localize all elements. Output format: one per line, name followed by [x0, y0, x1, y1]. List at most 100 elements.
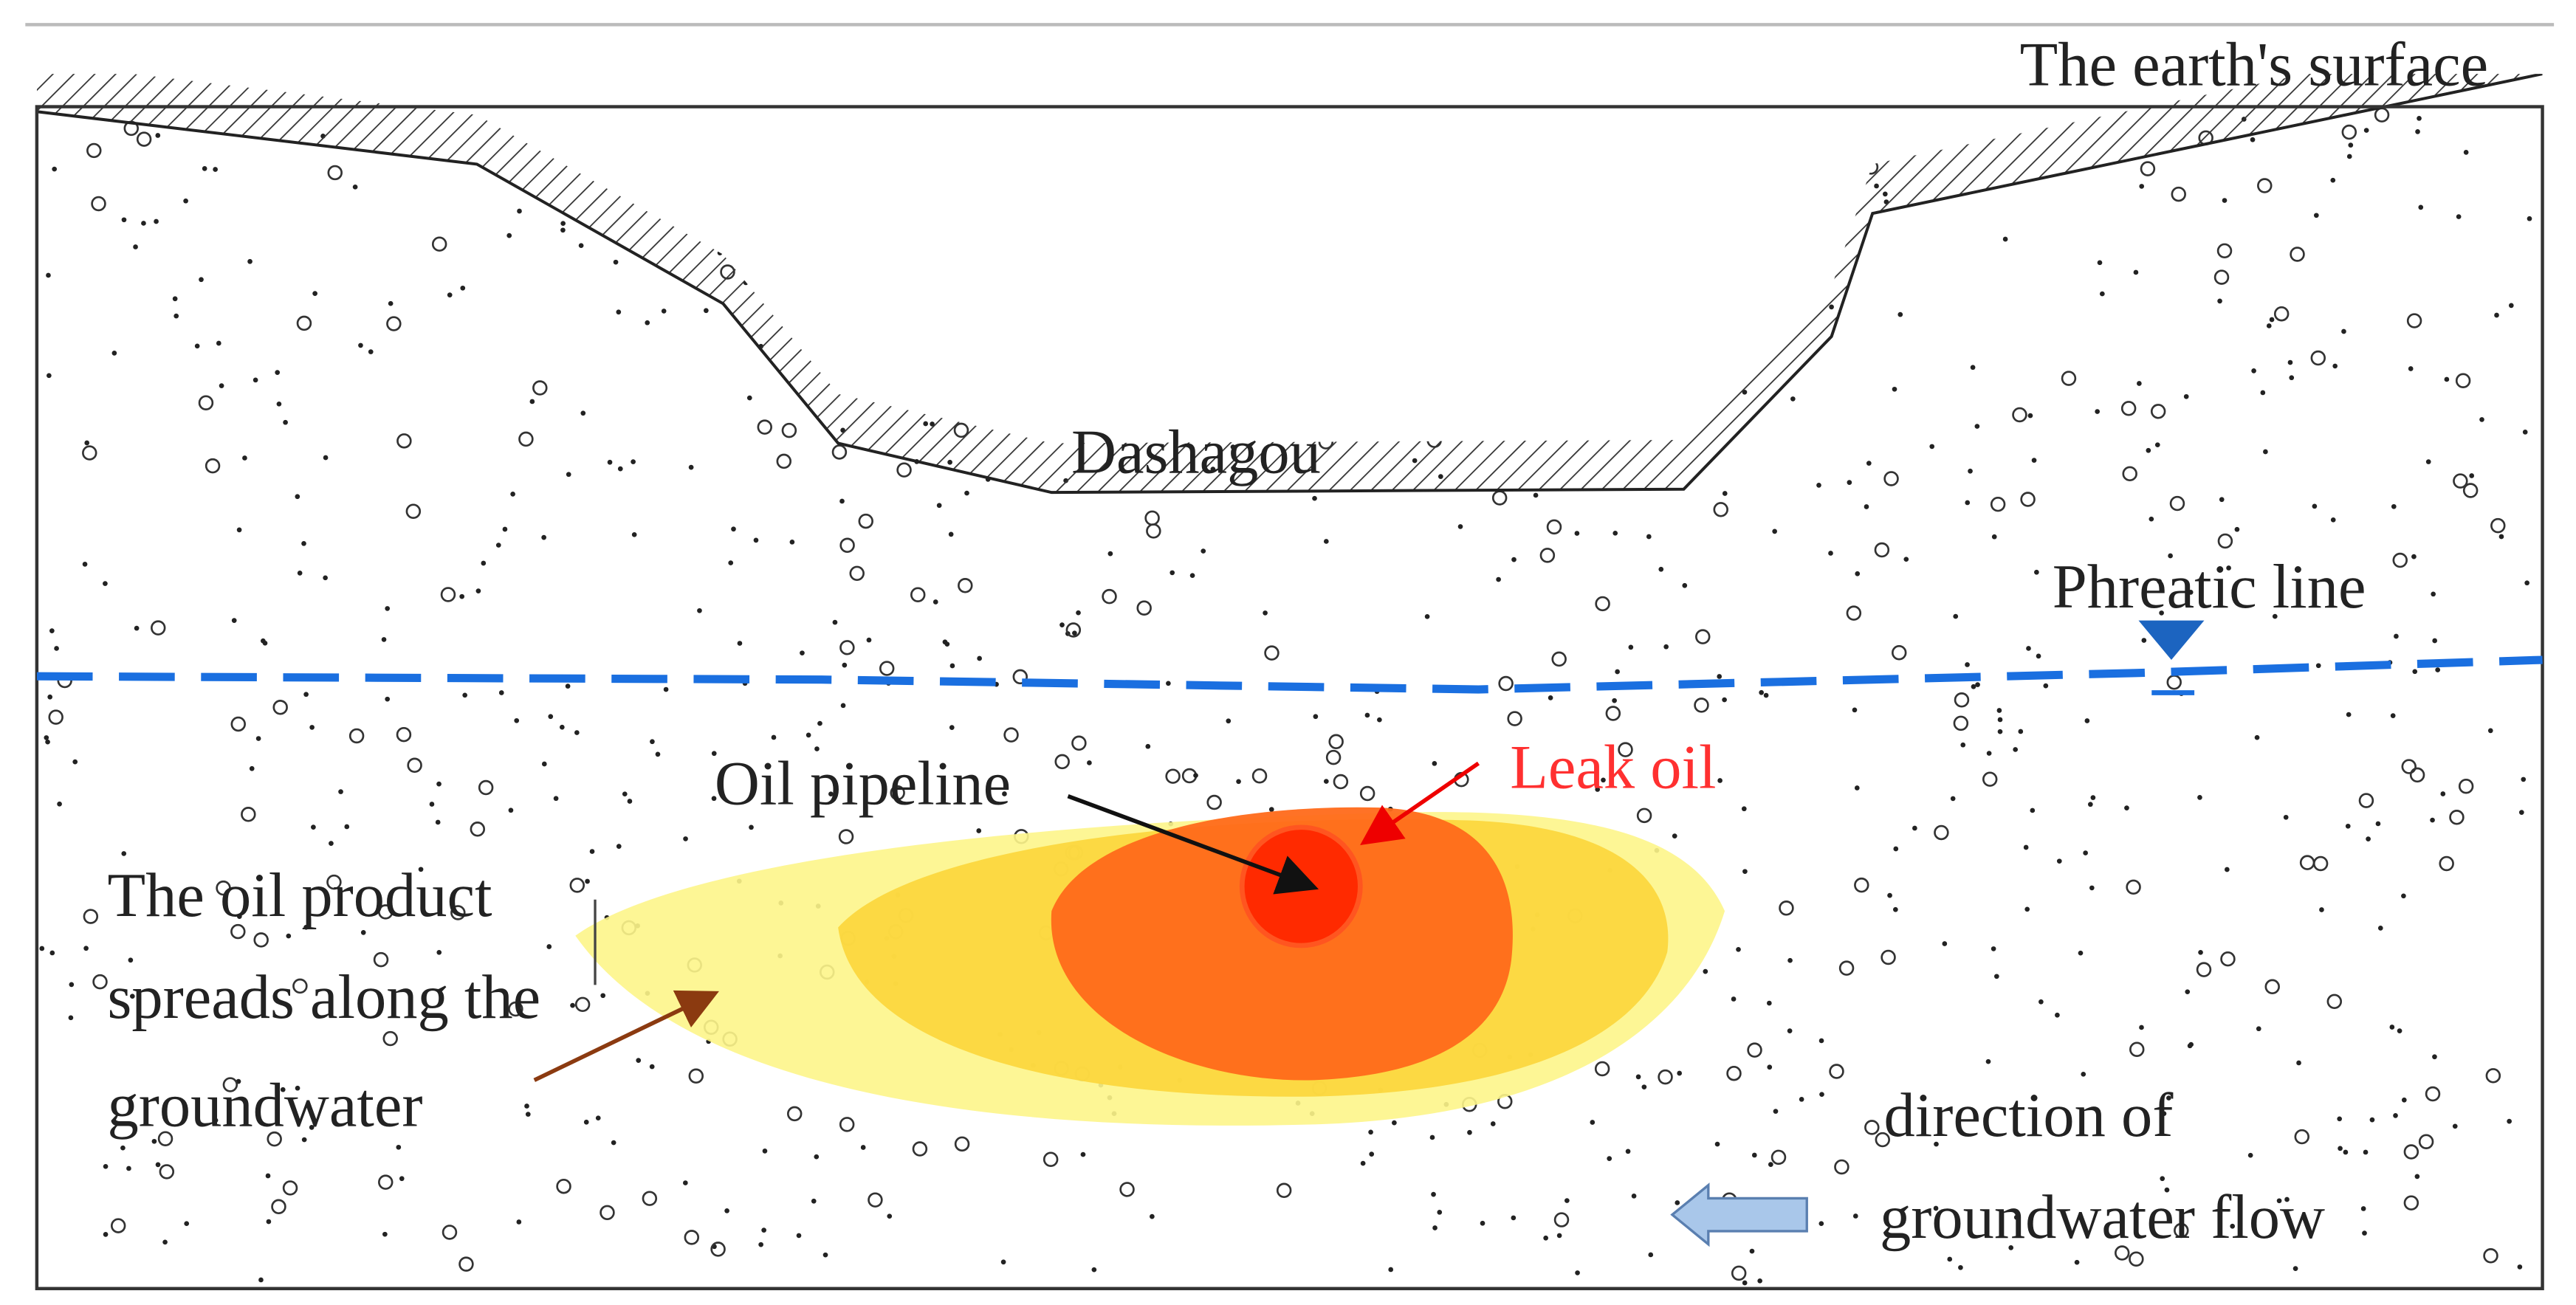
- soil-grain: [1539, 548, 1556, 563]
- soil-grain: [202, 166, 207, 171]
- soil-grain: [1102, 588, 1117, 605]
- soil-grain: [2273, 306, 2290, 322]
- soil-grain: [866, 637, 872, 643]
- soil-grain: [1694, 698, 1709, 713]
- soil-grain: [585, 878, 590, 884]
- soil-grain: [2168, 553, 2173, 559]
- soil-grain: [84, 440, 90, 446]
- soil-grain: [2290, 247, 2305, 262]
- soil-grain: [2283, 814, 2289, 820]
- soil-grain: [1533, 492, 1539, 498]
- soil-grain: [1377, 717, 1382, 723]
- soil-grain: [1360, 1160, 1366, 1166]
- soil-grain: [276, 401, 282, 407]
- soil-grain: [578, 243, 584, 249]
- sky: [133, 74, 2307, 444]
- soil-grain: [896, 462, 912, 478]
- soil-grain: [126, 1165, 131, 1171]
- soil-grain: [510, 492, 515, 497]
- soil-grain: [1457, 524, 1463, 529]
- soil-grain: [1429, 1134, 1435, 1140]
- soil-grain: [595, 1115, 601, 1121]
- soil-grain: [2013, 1214, 2019, 1220]
- soil-grain: [2326, 994, 2343, 1010]
- soil-grain: [757, 419, 772, 435]
- soil-grain: [1556, 1233, 1562, 1239]
- soil-grain: [2494, 312, 2499, 318]
- soil-grain: [1834, 1159, 1849, 1175]
- soil-grain: [1818, 1038, 1824, 1044]
- soil-grain: [1612, 698, 1617, 703]
- soil-grain: [517, 208, 522, 214]
- soil-grain: [219, 383, 224, 388]
- soil-grain: [1912, 825, 1917, 831]
- soil-grain: [162, 1239, 168, 1245]
- soil-grain: [2122, 466, 2137, 482]
- spread-arrow: [533, 990, 719, 1082]
- pipeline-label: Oil pipeline: [715, 750, 1011, 819]
- soil-grain: [2408, 366, 2414, 371]
- soil-grain: [976, 828, 982, 833]
- soil-grain: [1722, 491, 1728, 496]
- soil-grain: [2346, 712, 2352, 717]
- soil-grain: [2137, 381, 2142, 386]
- soil-grain: [2140, 161, 2156, 176]
- soil-grain: [2036, 653, 2041, 659]
- soil-grain: [2363, 128, 2369, 133]
- soil-grain: [1787, 1028, 1793, 1033]
- soil-grain: [600, 1205, 615, 1221]
- soil-grain: [616, 309, 622, 315]
- soil-grain: [663, 686, 669, 692]
- soil-grain: [159, 1164, 175, 1180]
- soil-grain: [2397, 1028, 2402, 1033]
- soil-grain: [1717, 674, 1723, 679]
- soil-grain: [936, 503, 942, 509]
- soil-grain: [172, 296, 178, 302]
- soil-grain: [49, 628, 55, 633]
- soil-grain: [157, 1131, 174, 1146]
- soil-grain: [1766, 1000, 1772, 1006]
- soil-grain: [2411, 554, 2417, 559]
- soil-grain: [1866, 461, 1872, 466]
- soil-grain: [329, 841, 334, 846]
- soil-grain: [358, 342, 363, 348]
- soil-grain: [2090, 795, 2096, 800]
- soil-grain: [1828, 551, 1833, 556]
- soil-grain: [1072, 630, 1077, 636]
- soil-grain: [814, 746, 820, 751]
- soil-grain: [1703, 968, 1708, 974]
- soil-grain: [396, 726, 412, 743]
- soil-grain: [1960, 742, 1966, 748]
- soil-grain: [1790, 396, 1796, 402]
- soil-grain: [2360, 1206, 2366, 1211]
- soil-grain: [360, 930, 366, 935]
- soil-grain: [134, 625, 140, 631]
- soil-grain: [2055, 1012, 2060, 1018]
- soil-grain: [258, 1277, 264, 1283]
- flow-label: groundwater flow: [1880, 1183, 2325, 1252]
- soil-grain: [822, 1252, 828, 1258]
- soil-grain: [1726, 1065, 1742, 1081]
- soil-grain: [2418, 1134, 2434, 1149]
- valley-label: Dashagou: [1071, 418, 1321, 486]
- soil-grain: [1432, 1225, 1438, 1230]
- soil-grain: [2294, 1129, 2309, 1145]
- soil-grain: [1496, 576, 1501, 582]
- soil-grain: [1150, 1213, 1155, 1219]
- soil-grain: [1986, 751, 1992, 756]
- soil-grain: [2363, 1149, 2369, 1155]
- soil-grain: [435, 819, 441, 825]
- soil-grain: [958, 578, 973, 593]
- soil-grain: [514, 717, 520, 723]
- soil-grain: [2034, 569, 2039, 575]
- soil-grain: [2401, 1097, 2407, 1103]
- soil-grain: [944, 641, 950, 647]
- soil-grain: [611, 1140, 616, 1146]
- soil-grain: [111, 351, 117, 356]
- soil-grain: [1658, 566, 1664, 572]
- soil-grain: [1189, 573, 1195, 579]
- soil-grain: [2059, 592, 2065, 598]
- soil-grain: [682, 1180, 688, 1185]
- soil-grain: [2097, 260, 2103, 266]
- soil-grain: [1091, 1267, 1097, 1273]
